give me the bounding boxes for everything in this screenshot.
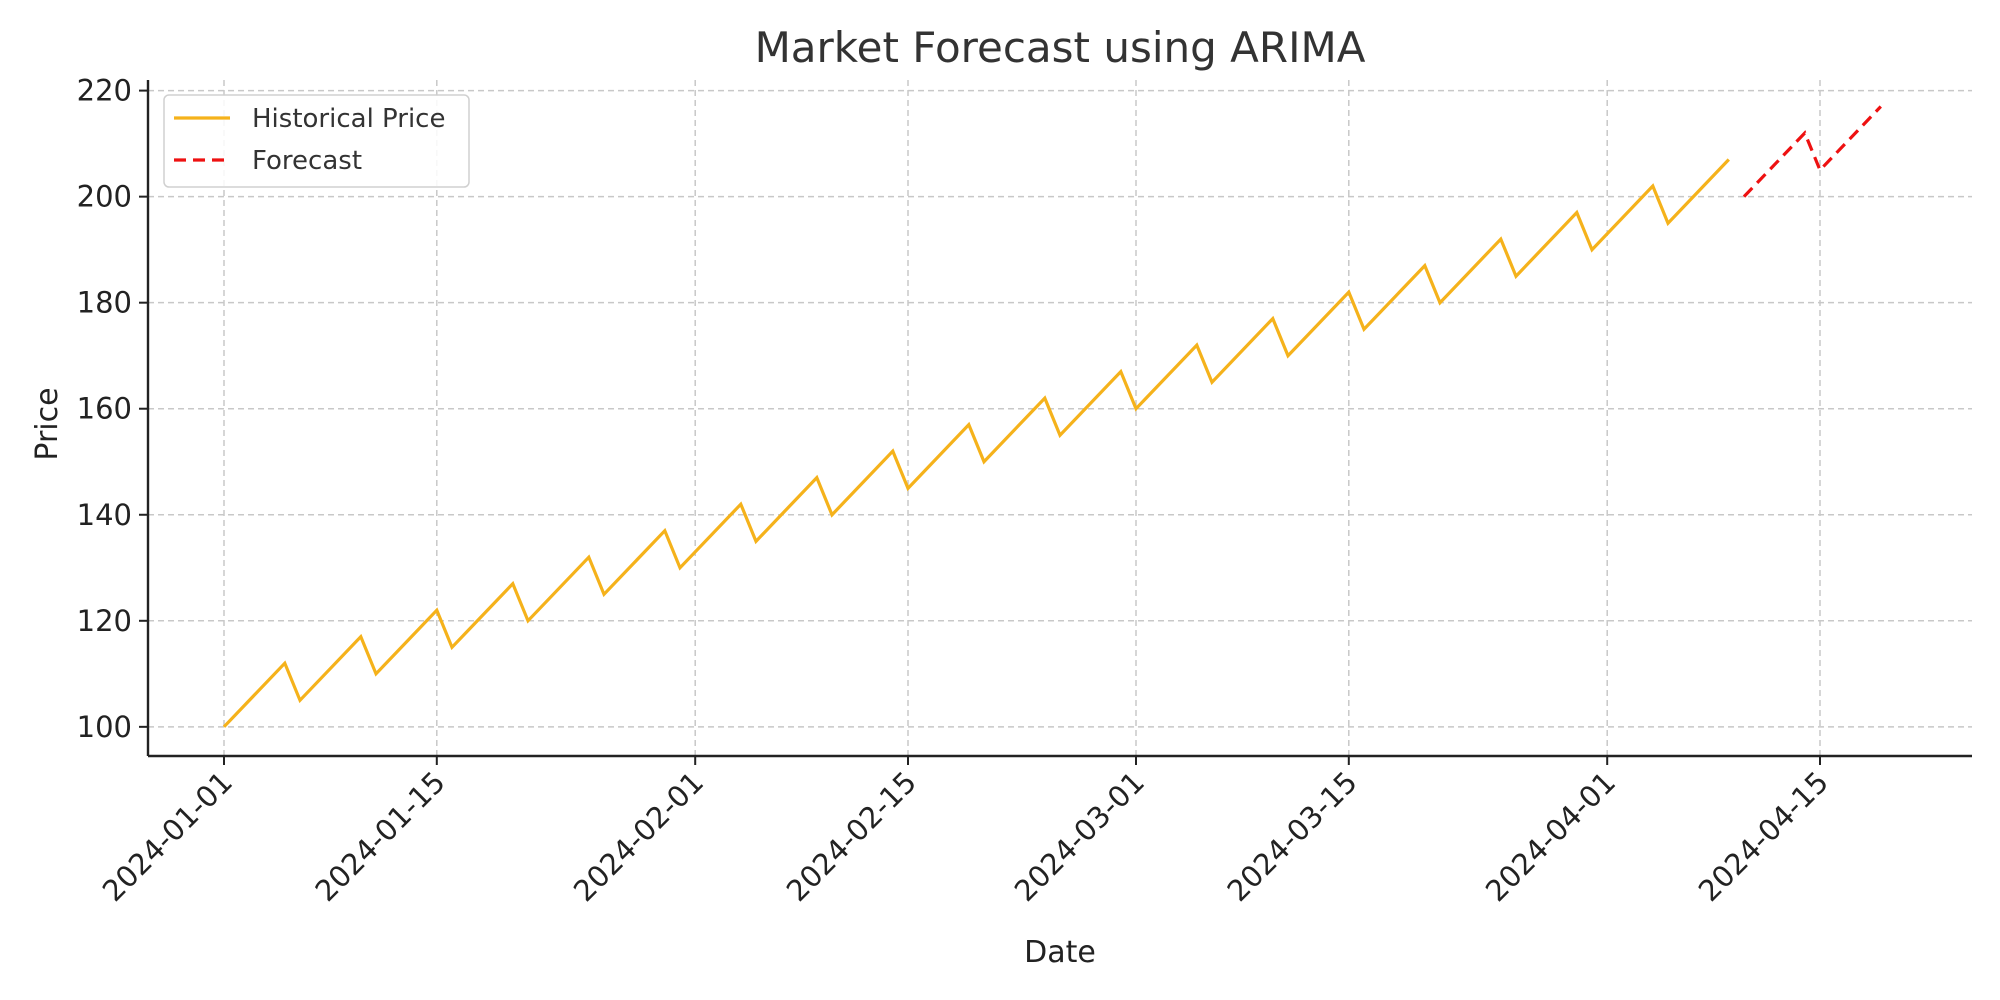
y-axis-label: Price	[30, 387, 65, 460]
legend-label: Historical Price	[252, 104, 445, 134]
y-tick-label: 100	[77, 710, 132, 744]
forecast-line	[1742, 105, 1882, 198]
legend-box	[163, 94, 470, 188]
series-lines	[222, 105, 1882, 728]
x-tick-label: 2024-03-15	[1221, 765, 1364, 908]
chart-title: Market Forecast using ARIMA	[755, 23, 1366, 72]
y-tick-label: 120	[77, 604, 132, 638]
y-tick-label: 200	[77, 180, 132, 214]
x-tick-label: 2024-03-01	[1008, 765, 1151, 908]
x-tick-label: 2024-02-15	[780, 765, 923, 908]
x-tick-label: 2024-02-01	[567, 765, 710, 908]
x-tick-label: 2024-04-01	[1479, 765, 1622, 908]
y-tick-label: 140	[77, 498, 132, 532]
y-tick-label: 160	[77, 392, 132, 426]
x-tick-label: 2024-04-15	[1692, 765, 1835, 908]
legend-label: Forecast	[252, 146, 362, 176]
y-tick-label: 220	[77, 74, 132, 108]
x-axis-label: Date	[1024, 935, 1096, 970]
historical-price-line	[222, 158, 1730, 728]
legend: Historical Price Forecast	[163, 94, 470, 188]
x-tick-label: 2024-01-15	[309, 765, 452, 908]
axes: 100 120 140 160 180 200 220 2024-01-01 2024-01-1…	[77, 74, 1972, 908]
y-tick-label: 180	[77, 286, 132, 320]
x-tick-label: 2024-01-01	[96, 765, 239, 908]
grid-lines	[148, 80, 1972, 756]
